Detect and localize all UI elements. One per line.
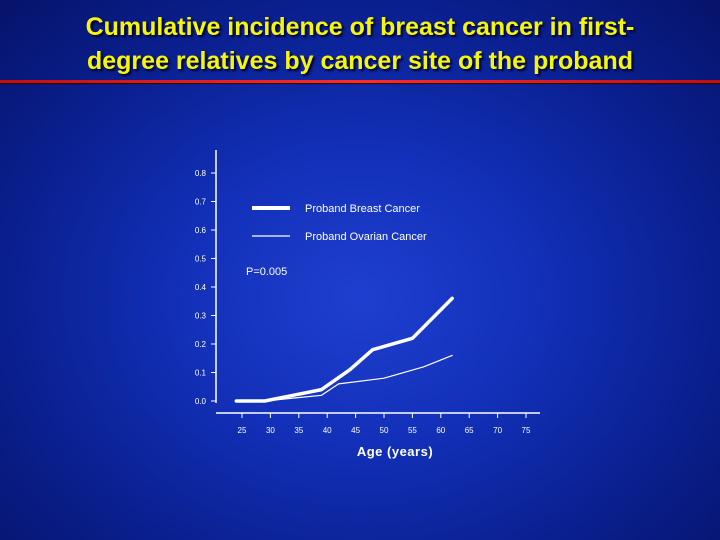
x-ticks: 25 30 35 40 45 50 55 60 65 70 75 xyxy=(238,413,531,435)
x-tick-label: 60 xyxy=(436,426,445,435)
p-value-annotation: P=0.005 xyxy=(246,266,287,278)
x-tick-label: 45 xyxy=(351,426,360,435)
x-tick-label: 75 xyxy=(522,426,531,435)
legend-label: Proband Ovarian Cancer xyxy=(305,231,427,243)
x-tick-label: 25 xyxy=(238,426,247,435)
legend: Proband Breast Cancer Proband Ovarian Can… xyxy=(252,203,427,243)
title-line-2: degree relatives by cancer site of the p… xyxy=(86,47,634,75)
y-ticks: 0.0 0.1 0.2 0.3 0.4 0.5 0.6 0.7 0.8 xyxy=(195,169,216,406)
x-tick-label: 40 xyxy=(323,426,332,435)
x-tick-label: 30 xyxy=(266,426,275,435)
chart-title: Cumulative incidence of breast cancer in… xyxy=(0,10,720,78)
y-tick-label: 0.2 xyxy=(195,340,207,349)
y-tick-label: 0.3 xyxy=(195,312,207,321)
series-line-breast xyxy=(234,296,454,403)
y-tick-label: 0.1 xyxy=(195,369,207,378)
title-underline xyxy=(0,80,720,83)
y-tick-label: 0.7 xyxy=(195,198,207,207)
axes xyxy=(215,150,540,414)
x-tick-label: 70 xyxy=(493,426,502,435)
x-tick-label: 50 xyxy=(380,426,389,435)
y-tick-label: 0.0 xyxy=(195,397,207,406)
y-tick-label: 0.4 xyxy=(195,283,207,292)
y-tick-label: 0.6 xyxy=(195,226,207,235)
x-axis-label: Age (years) xyxy=(357,444,433,459)
legend-label: Proband Breast Cancer xyxy=(305,203,420,215)
title-line-1: Cumulative incidence of breast cancer in… xyxy=(85,13,635,41)
series-line-ovarian xyxy=(235,354,453,402)
x-tick-label: 65 xyxy=(465,426,474,435)
y-tick-label: 0.8 xyxy=(195,169,207,178)
y-tick-label: 0.5 xyxy=(195,255,207,264)
series-lines xyxy=(234,296,454,403)
x-tick-label: 55 xyxy=(408,426,417,435)
x-tick-label: 35 xyxy=(294,426,303,435)
